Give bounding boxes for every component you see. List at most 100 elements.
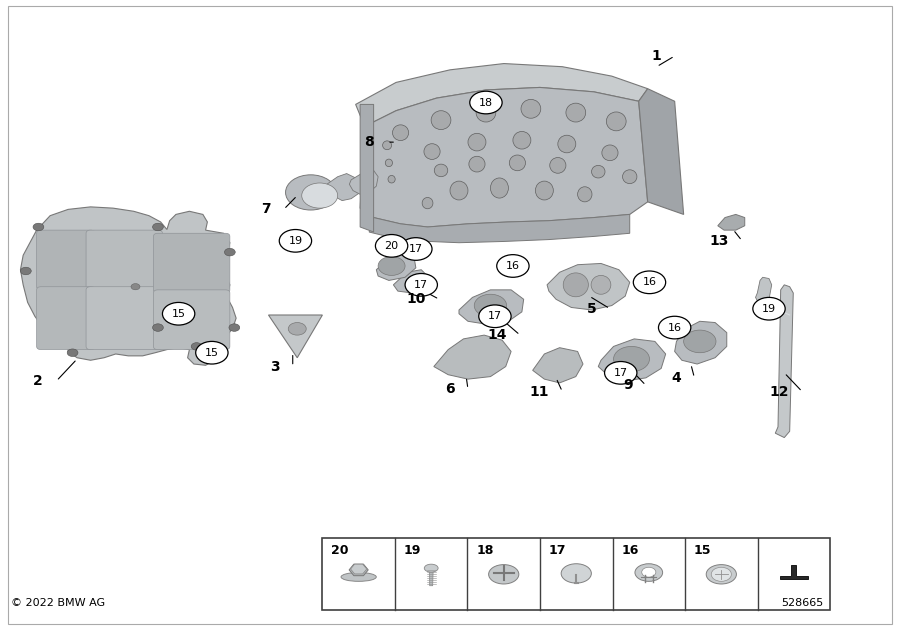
Ellipse shape bbox=[476, 103, 496, 122]
FancyBboxPatch shape bbox=[154, 290, 230, 350]
Text: 528665: 528665 bbox=[781, 598, 824, 608]
Circle shape bbox=[279, 229, 311, 252]
Ellipse shape bbox=[602, 145, 618, 161]
Ellipse shape bbox=[341, 573, 376, 581]
Circle shape bbox=[162, 302, 194, 325]
Text: 16: 16 bbox=[506, 261, 520, 271]
Ellipse shape bbox=[509, 155, 526, 171]
Text: 19: 19 bbox=[404, 544, 421, 558]
Text: 3: 3 bbox=[270, 360, 279, 374]
Text: 6: 6 bbox=[445, 382, 455, 396]
Circle shape bbox=[614, 346, 650, 372]
FancyBboxPatch shape bbox=[86, 287, 162, 350]
Text: 16: 16 bbox=[622, 544, 639, 558]
Circle shape bbox=[711, 567, 732, 581]
Text: 7: 7 bbox=[261, 202, 270, 216]
Text: 15: 15 bbox=[205, 348, 219, 358]
Polygon shape bbox=[324, 173, 360, 200]
Circle shape bbox=[21, 267, 32, 275]
Polygon shape bbox=[351, 564, 366, 574]
Circle shape bbox=[191, 343, 202, 350]
Ellipse shape bbox=[424, 144, 440, 159]
Text: 17: 17 bbox=[409, 244, 423, 254]
Polygon shape bbox=[775, 285, 793, 438]
Text: 15: 15 bbox=[694, 544, 712, 558]
Circle shape bbox=[642, 567, 656, 577]
Text: 16: 16 bbox=[668, 323, 681, 333]
Polygon shape bbox=[360, 105, 373, 232]
FancyBboxPatch shape bbox=[37, 230, 95, 290]
Circle shape bbox=[605, 362, 637, 384]
Polygon shape bbox=[780, 564, 807, 579]
Circle shape bbox=[470, 91, 502, 114]
Ellipse shape bbox=[591, 166, 605, 178]
Polygon shape bbox=[429, 568, 433, 586]
Ellipse shape bbox=[450, 181, 468, 200]
Ellipse shape bbox=[388, 175, 395, 183]
Polygon shape bbox=[459, 290, 524, 324]
Text: 18: 18 bbox=[479, 98, 493, 108]
Circle shape bbox=[474, 294, 507, 317]
Text: 17: 17 bbox=[414, 280, 428, 290]
Polygon shape bbox=[21, 207, 236, 365]
Circle shape bbox=[659, 316, 691, 339]
Text: 19: 19 bbox=[288, 236, 302, 246]
Circle shape bbox=[400, 238, 432, 260]
Ellipse shape bbox=[424, 564, 438, 572]
Text: 5: 5 bbox=[587, 302, 597, 316]
Circle shape bbox=[68, 349, 78, 357]
Circle shape bbox=[229, 324, 239, 331]
Ellipse shape bbox=[392, 125, 409, 140]
Polygon shape bbox=[718, 214, 744, 230]
Circle shape bbox=[302, 183, 338, 208]
Ellipse shape bbox=[550, 158, 566, 173]
Ellipse shape bbox=[591, 275, 611, 294]
Ellipse shape bbox=[578, 186, 592, 202]
Polygon shape bbox=[755, 277, 771, 304]
Text: 17: 17 bbox=[488, 311, 502, 321]
Ellipse shape bbox=[435, 164, 448, 176]
Ellipse shape bbox=[623, 170, 637, 183]
Text: 12: 12 bbox=[770, 385, 788, 399]
Ellipse shape bbox=[382, 141, 392, 150]
Polygon shape bbox=[349, 564, 368, 576]
Ellipse shape bbox=[521, 100, 541, 118]
FancyBboxPatch shape bbox=[154, 233, 230, 293]
Text: 19: 19 bbox=[762, 304, 776, 314]
Ellipse shape bbox=[536, 181, 554, 200]
Ellipse shape bbox=[563, 273, 589, 297]
Text: 18: 18 bbox=[476, 544, 494, 558]
Ellipse shape bbox=[634, 564, 662, 581]
Text: 2: 2 bbox=[33, 374, 43, 388]
Circle shape bbox=[288, 323, 306, 335]
Circle shape bbox=[195, 341, 228, 364]
Text: 15: 15 bbox=[172, 309, 185, 319]
Text: 14: 14 bbox=[487, 328, 507, 342]
Circle shape bbox=[684, 330, 716, 353]
Circle shape bbox=[375, 234, 408, 257]
Polygon shape bbox=[360, 88, 648, 227]
Text: 10: 10 bbox=[407, 292, 426, 306]
Circle shape bbox=[378, 256, 405, 275]
Circle shape bbox=[497, 255, 529, 277]
Polygon shape bbox=[598, 339, 666, 381]
Circle shape bbox=[153, 223, 163, 231]
Text: 20: 20 bbox=[331, 544, 349, 558]
FancyBboxPatch shape bbox=[37, 287, 95, 350]
Ellipse shape bbox=[431, 111, 451, 130]
Circle shape bbox=[33, 223, 44, 231]
Ellipse shape bbox=[491, 178, 508, 198]
Ellipse shape bbox=[469, 156, 485, 172]
Polygon shape bbox=[349, 171, 378, 194]
Ellipse shape bbox=[468, 134, 486, 151]
Polygon shape bbox=[639, 89, 684, 214]
Polygon shape bbox=[356, 64, 648, 127]
Ellipse shape bbox=[513, 132, 531, 149]
Text: 11: 11 bbox=[529, 385, 549, 399]
FancyBboxPatch shape bbox=[322, 538, 830, 610]
Polygon shape bbox=[393, 270, 428, 293]
Circle shape bbox=[752, 297, 785, 320]
Circle shape bbox=[153, 324, 163, 331]
Ellipse shape bbox=[566, 103, 586, 122]
Text: 20: 20 bbox=[384, 241, 399, 251]
